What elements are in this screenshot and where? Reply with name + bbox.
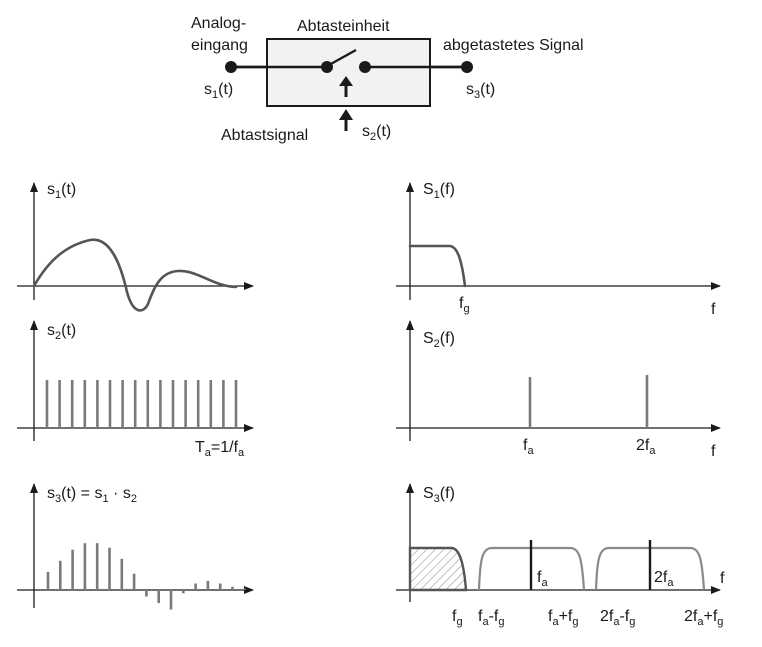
s3-plot-label: s3(t) = s1 · s2 [47,485,137,505]
S2-2fa-label: 2fa [636,437,656,457]
plot-S3-spectrum: S3(f) fa 2fa f fg fa-fg fa+fg 2fa-fg 2fa… [396,483,725,628]
s2-pulse-train [45,380,238,428]
S1-fg-label: fg [459,295,470,315]
switch-pin-left [321,61,333,73]
S3-baseband-hatched [408,546,468,592]
s2-period-label: Ta=1/fa [195,439,245,459]
switch-pin-right [359,61,371,73]
S3-plot-label: S3(f) [423,485,455,505]
plot-s2-time: s2(t) Ta=1/fa [17,320,254,459]
plot-s1-time: s1(t) [17,181,254,312]
s3-sample-bars [46,543,247,610]
output-label: abgetastetes Signal [443,37,584,54]
sampling-arrow-outer [339,109,353,120]
S3-tick-2fa-minus-fg: 2fa-fg [600,608,635,628]
S1-spectrum-curve [408,244,467,288]
S3-f-axis-label: f [720,570,725,587]
input-label-line1: Analog- [191,15,246,32]
plot-s3-time: s3(t) = s1 · s2 [17,483,254,610]
s2-block-label: s2(t) [362,123,391,143]
sampling-signal-label: Abtastsignal [221,127,308,144]
S3-tick-2fa-plus-fg: 2fa+fg [684,608,723,628]
S2-fa-label: fa [523,437,534,457]
block-diagram: Analog- eingang Abtasteinheit abgetastet… [191,15,584,144]
s1-plot-label: s1(t) [47,181,76,201]
s3-block-label: s3(t) [466,81,495,101]
sampling-arrow-inner [339,76,353,86]
s1-signal-curve [32,238,238,312]
S1-f-axis-label: f [711,301,716,318]
S3-inner-2fa-label: 2fa [654,569,674,589]
s1-block-label: s1(t) [204,81,233,101]
switch-blade [328,48,357,67]
S3-tick-fa-minus-fg: fa-fg [478,608,504,628]
S2-f-axis-label: f [711,443,716,460]
output-terminal [461,61,473,73]
S3-tick-fa-plus-fg: fa+fg [548,608,579,628]
plot-S1-spectrum: S1(f) fg f [396,181,721,318]
S1-plot-label: S1(f) [423,181,455,201]
plot-S2-spectrum: S2(f) fa 2fa f [396,320,721,460]
input-label-line2: eingang [191,37,248,54]
S2-plot-label: S2(f) [423,330,455,350]
S3-tick-fg: fg [452,608,463,628]
S3-inner-fa-label: fa [537,569,548,589]
sampling-unit-box [266,38,431,107]
sampling-unit-label: Abtasteinheit [297,18,390,35]
s2-plot-label: s2(t) [47,322,76,342]
input-terminal [225,61,237,73]
